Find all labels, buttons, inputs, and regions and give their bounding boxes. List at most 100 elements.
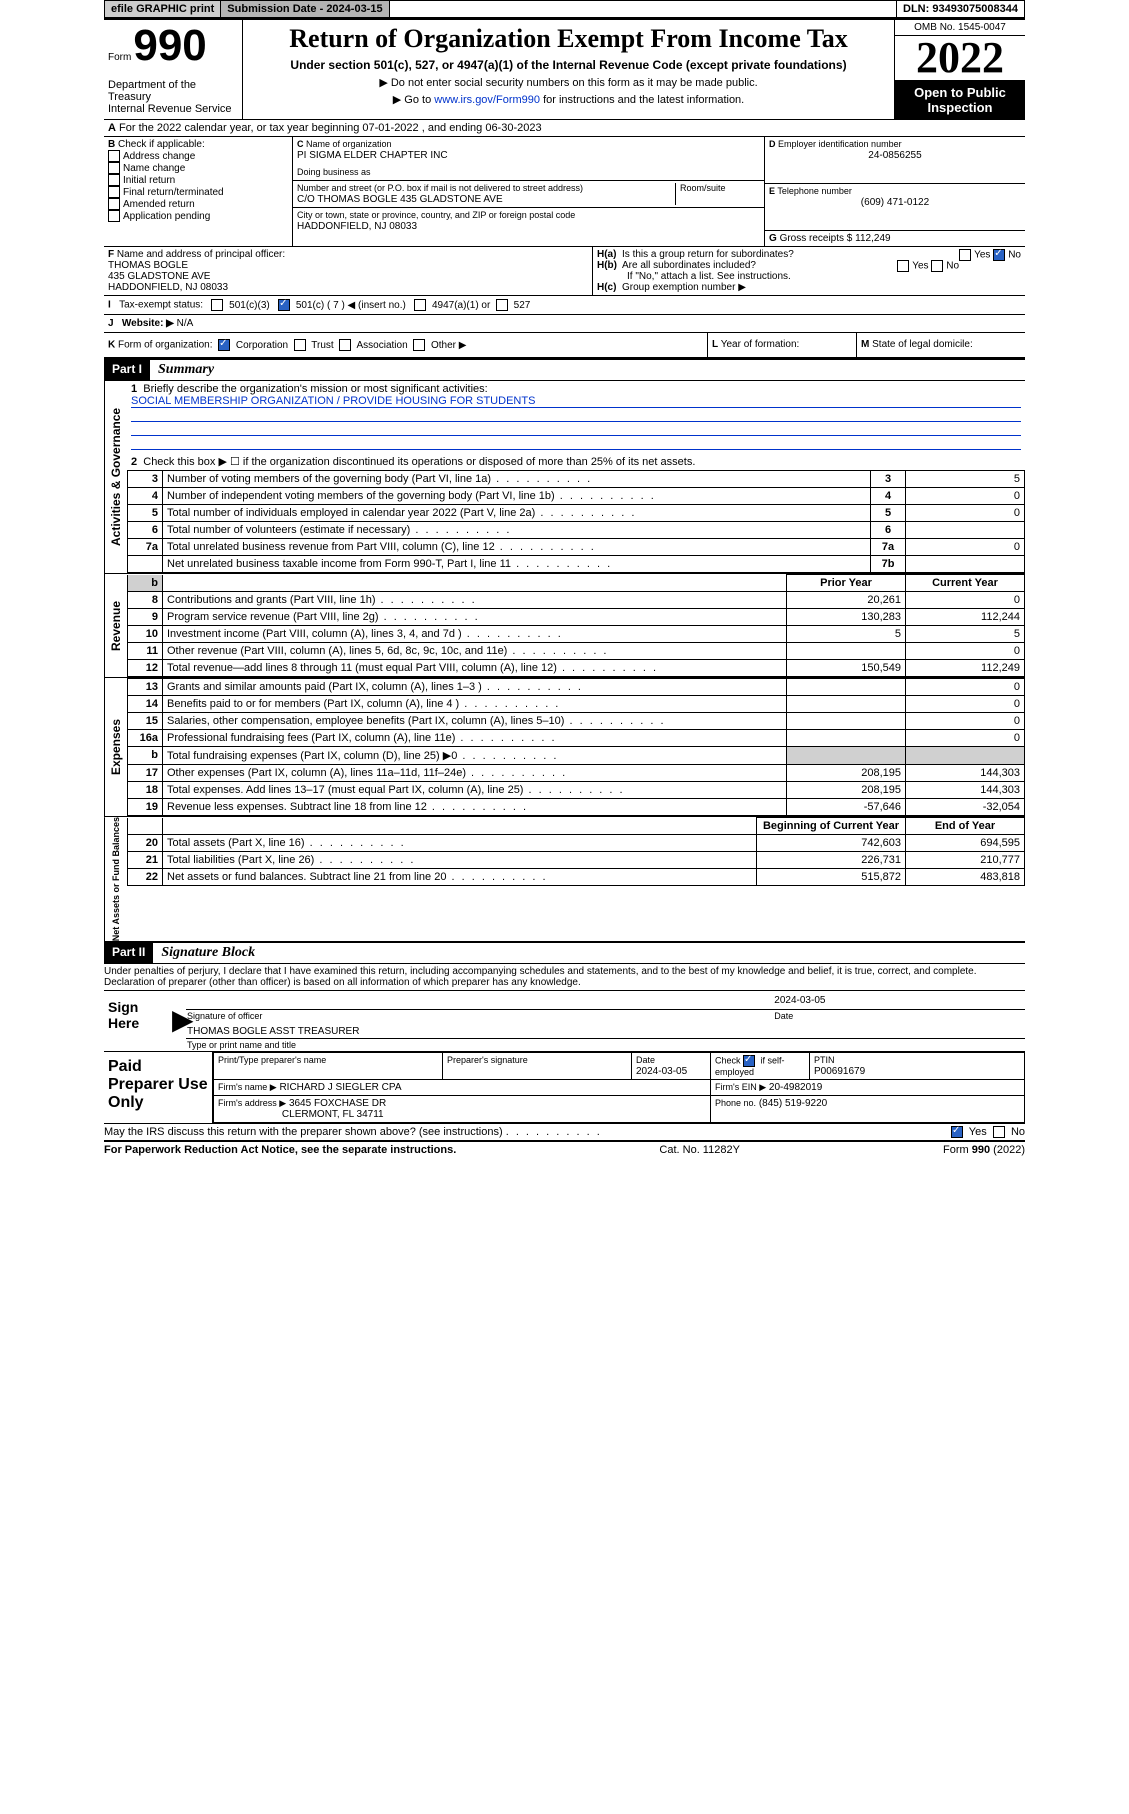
- sign-here-block: Sign Here ▶ 2024-03-05 Signature of offi…: [104, 990, 1025, 1051]
- submission-date-button[interactable]: Submission Date - 2024-03-15: [221, 1, 389, 17]
- form-title: Return of Organization Exempt From Incom…: [249, 24, 888, 54]
- officer-name: THOMAS BOGLE: [108, 260, 188, 271]
- form-note2: ▶ Go to www.irs.gov/Form990 for instruct…: [249, 93, 888, 106]
- may-yesno[interactable]: Yes No: [951, 1126, 1025, 1138]
- chk-trust[interactable]: Trust: [294, 340, 334, 351]
- col-b: B Check if applicable: Address change Na…: [104, 137, 293, 246]
- table-row: 6Total number of volunteers (estimate if…: [128, 522, 1025, 539]
- rev-table: b Prior Year Current Year 8Contributions…: [127, 574, 1025, 677]
- col-end: End of Year: [906, 818, 1025, 835]
- section-b-to-g: B Check if applicable: Address change Na…: [104, 136, 1025, 246]
- gov-table: 3Number of voting members of the governi…: [127, 470, 1025, 573]
- gross-receipts: 112,249: [855, 233, 890, 244]
- top-spacer: [390, 1, 896, 17]
- ptin: P00691679: [814, 1066, 865, 1077]
- chk-name[interactable]: Name change: [108, 163, 185, 174]
- ha-yesno[interactable]: Yes No: [959, 249, 1021, 261]
- header-right: OMB No. 1545-0047 2022 Open to Public In…: [895, 20, 1025, 119]
- part1-header: Part I Summary: [104, 359, 1025, 381]
- table-row: 14Benefits paid to or for members (Part …: [128, 696, 1025, 713]
- chk-initial[interactable]: Initial return: [108, 175, 175, 186]
- officer-print: THOMAS BOGLE ASST TREASURER: [186, 1022, 1025, 1039]
- irs-link[interactable]: www.irs.gov/Form990: [434, 94, 540, 106]
- chk-4947[interactable]: 4947(a)(1) or: [414, 300, 490, 311]
- chk-501c3[interactable]: 501(c)(3): [211, 300, 269, 311]
- header-left: Form 990 Department of the Treasury Inte…: [104, 20, 243, 119]
- table-row: 11Other revenue (Part VIII, column (A), …: [128, 643, 1025, 660]
- header-mid: Return of Organization Exempt From Incom…: [243, 20, 895, 119]
- ein: 24-0856255: [769, 150, 1021, 161]
- chk-501c[interactable]: 501(c) ( 7 ) ◀ (insert no.): [278, 300, 406, 311]
- table-row: 9Program service revenue (Part VIII, lin…: [128, 609, 1025, 626]
- tax-year: 2022: [895, 36, 1025, 81]
- chk-other[interactable]: Other ▶: [413, 340, 466, 351]
- gov-vert-label: Activities & Governance: [104, 381, 127, 573]
- chk-527[interactable]: 527: [496, 300, 530, 311]
- form-word: Form: [108, 52, 131, 63]
- h-note: If "No," attach a list. See instructions…: [597, 271, 1021, 282]
- firm-addr2: CLERMONT, FL 34711: [282, 1109, 384, 1120]
- rev-block: Revenue b Prior Year Current Year 8Contr…: [104, 574, 1025, 678]
- table-row: 8Contributions and grants (Part VIII, li…: [128, 592, 1025, 609]
- col-c: C Name of organization PI SIGMA ELDER CH…: [293, 137, 765, 246]
- part2-title: Signature Block: [153, 943, 263, 963]
- rev-vert-label: Revenue: [104, 574, 127, 677]
- table-row: 10Investment income (Part VIII, column (…: [128, 626, 1025, 643]
- row-klm: K Form of organization: Corporation Trus…: [104, 332, 1025, 359]
- website: N/A: [177, 318, 194, 329]
- chk-pending[interactable]: Application pending: [108, 211, 210, 222]
- table-row: 22Net assets or fund balances. Subtract …: [128, 869, 1025, 886]
- org-address: C/O THOMAS BOGLE 435 GLADSTONE AVE: [297, 194, 503, 205]
- firm-phone: (845) 519-9220: [759, 1098, 827, 1109]
- form-number: 990: [133, 24, 206, 68]
- dln-label: DLN: 93493075008344: [896, 1, 1024, 17]
- form-header: Form 990 Department of the Treasury Inte…: [104, 18, 1025, 119]
- table-row: Net unrelated business taxable income fr…: [128, 556, 1025, 573]
- dept-label: Department of the Treasury: [108, 79, 238, 103]
- table-row: 21Total liabilities (Part X, line 26)226…: [128, 852, 1025, 869]
- pp-date: 2024-03-05: [636, 1066, 687, 1077]
- chk-amended[interactable]: Amended return: [108, 199, 195, 210]
- form-subtitle: Under section 501(c), 527, or 4947(a)(1)…: [249, 58, 888, 72]
- mission-text: SOCIAL MEMBERSHIP ORGANIZATION / PROVIDE…: [131, 395, 1021, 408]
- col-deg: D Employer identification number 24-0856…: [765, 137, 1025, 246]
- part2-tag: Part II: [104, 943, 153, 963]
- net-vert-label: Net Assets or Fund Balances: [104, 817, 127, 941]
- firm-addr1: 3645 FOXCHASE DR: [289, 1098, 386, 1109]
- chk-address[interactable]: Address change: [108, 151, 195, 162]
- gov-block: Activities & Governance 1 Briefly descri…: [104, 381, 1025, 574]
- part1-tag: Part I: [104, 360, 150, 380]
- page-footer: For Paperwork Reduction Act Notice, see …: [104, 1140, 1025, 1156]
- section-f-h: F Name and address of principal officer:…: [104, 246, 1025, 295]
- table-row: 17Other expenses (Part IX, column (A), l…: [128, 765, 1025, 782]
- chk-assoc[interactable]: Association: [339, 340, 407, 351]
- officer-addr1: 435 GLADSTONE AVE: [108, 271, 210, 282]
- top-bar: efile GRAPHIC print Submission Date - 20…: [104, 0, 1025, 18]
- form-footer: Form 990 (2022): [943, 1144, 1025, 1156]
- table-row: 18Total expenses. Add lines 13–17 (must …: [128, 782, 1025, 799]
- firm-name: RICHARD J SIEGLER CPA: [279, 1082, 401, 1093]
- declaration: Under penalties of perjury, I declare th…: [104, 964, 1025, 990]
- chk-corp[interactable]: Corporation: [218, 340, 288, 351]
- may-discuss: May the IRS discuss this return with the…: [104, 1123, 1025, 1140]
- net-block: Net Assets or Fund Balances Beginning of…: [104, 817, 1025, 943]
- table-row: 15Salaries, other compensation, employee…: [128, 713, 1025, 730]
- chk-final[interactable]: Final return/terminated: [108, 187, 224, 198]
- self-employed-check[interactable]: [743, 1055, 755, 1067]
- efile-button[interactable]: efile GRAPHIC print: [105, 1, 221, 17]
- hb-yesno[interactable]: Yes No: [897, 260, 959, 272]
- irs-label: Internal Revenue Service: [108, 103, 238, 115]
- exp-block: Expenses 13Grants and similar amounts pa…: [104, 678, 1025, 817]
- table-row: 12Total revenue—add lines 8 through 11 (…: [128, 660, 1025, 677]
- sign-here-label: Sign Here: [104, 991, 172, 1051]
- table-row: bTotal fundraising expenses (Part IX, co…: [128, 747, 1025, 765]
- table-row: 16aProfessional fundraising fees (Part I…: [128, 730, 1025, 747]
- exp-vert-label: Expenses: [104, 678, 127, 816]
- net-table: Beginning of Current Year End of Year 20…: [127, 817, 1025, 886]
- pra-notice: For Paperwork Reduction Act Notice, see …: [104, 1144, 456, 1156]
- table-row: 4Number of independent voting members of…: [128, 488, 1025, 505]
- open-inspection-label: Open to Public Inspection: [895, 81, 1025, 119]
- sign-date: 2024-03-05: [773, 991, 1025, 1010]
- table-row: 13Grants and similar amounts paid (Part …: [128, 679, 1025, 696]
- cat-no: Cat. No. 11282Y: [659, 1144, 740, 1156]
